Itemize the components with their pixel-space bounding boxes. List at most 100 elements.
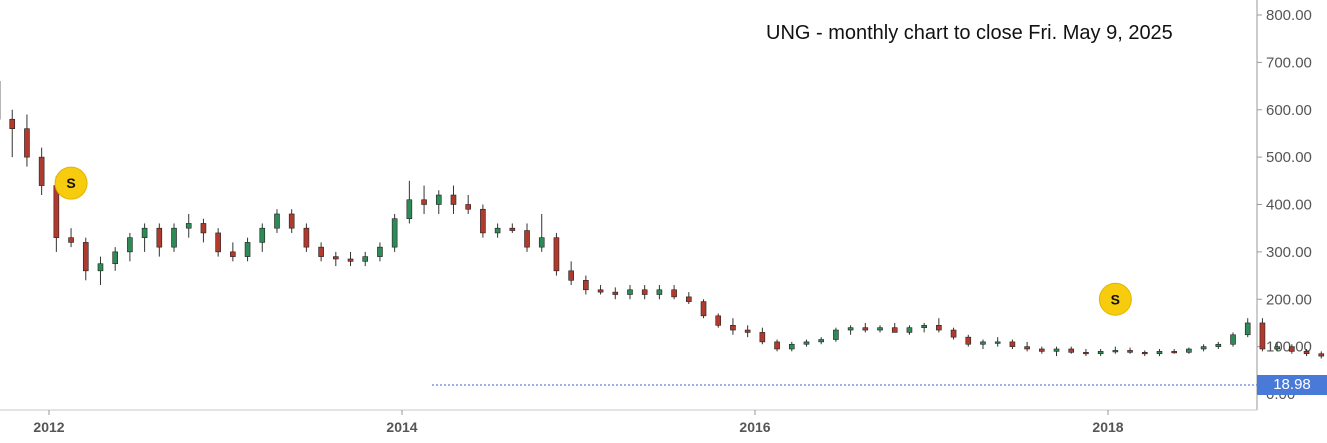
candle	[466, 195, 471, 214]
candle	[216, 228, 221, 256]
candle-body	[510, 228, 515, 230]
candle	[451, 186, 456, 214]
signal-markers: SSS	[55, 167, 1327, 376]
candle-body	[1142, 352, 1147, 354]
candle	[39, 148, 44, 195]
candle	[1083, 349, 1088, 356]
candle-body	[216, 233, 221, 252]
candle-body	[1319, 354, 1324, 356]
candle	[319, 242, 324, 261]
candle	[980, 340, 985, 349]
candle-body	[1157, 351, 1162, 353]
candle	[966, 335, 971, 347]
candle-body	[1275, 347, 1280, 349]
candle	[775, 340, 780, 352]
candle	[804, 340, 809, 347]
candle	[760, 328, 765, 345]
candle	[510, 223, 515, 232]
candle-body	[245, 242, 250, 256]
candle	[892, 323, 897, 332]
candle-body	[951, 330, 956, 337]
candle-body	[363, 257, 368, 262]
candle	[1025, 342, 1030, 351]
chart-title: UNG - monthly chart to close Fri. May 9,…	[766, 22, 1173, 45]
candle-body	[760, 332, 765, 341]
y-tick-label: 800.00	[1266, 7, 1312, 24]
candle-body	[436, 195, 441, 204]
candle	[495, 223, 500, 237]
candle	[127, 233, 132, 261]
candle-body	[1113, 350, 1118, 352]
candle	[1260, 318, 1265, 351]
candle	[1186, 348, 1191, 354]
candle	[348, 252, 353, 266]
candle	[1054, 347, 1059, 356]
candle	[1113, 347, 1118, 354]
candle-body	[69, 238, 74, 243]
candle	[819, 337, 824, 344]
candle	[951, 328, 956, 340]
candle	[878, 325, 883, 332]
candle	[1245, 318, 1250, 337]
candle	[186, 214, 191, 238]
candle-body	[348, 259, 353, 261]
candle-body	[716, 316, 721, 325]
candle-body	[1260, 323, 1265, 349]
candle-body	[789, 344, 794, 349]
candle	[627, 285, 632, 299]
candle	[289, 209, 294, 233]
candle	[407, 181, 412, 224]
candle-body	[127, 238, 132, 252]
candle	[657, 285, 662, 299]
candle	[436, 190, 441, 214]
candle-body	[995, 342, 1000, 344]
last-price-label: 18.98	[1257, 375, 1327, 395]
candle-body	[495, 228, 500, 233]
candle-body	[525, 231, 530, 248]
x-tick-label: 2012	[33, 419, 64, 435]
candle	[745, 325, 750, 337]
candle-body	[1231, 335, 1236, 344]
candle-body	[113, 252, 118, 264]
candle-body	[569, 271, 574, 280]
candle	[730, 318, 735, 335]
candle	[1201, 344, 1206, 351]
candle	[922, 323, 927, 332]
candle-body	[157, 228, 162, 247]
candle-body	[539, 238, 544, 247]
candle	[1157, 349, 1162, 356]
candle	[789, 342, 794, 351]
candle	[83, 238, 88, 281]
candle-body	[289, 214, 294, 228]
candle-body	[98, 264, 103, 271]
candle	[554, 233, 559, 276]
candle-body	[833, 330, 838, 339]
candle-body	[686, 297, 691, 302]
candle-body	[598, 290, 603, 292]
candle-body	[83, 242, 88, 270]
candle	[98, 257, 103, 285]
candle	[716, 313, 721, 327]
candle-body	[201, 223, 206, 232]
candle-body	[966, 337, 971, 344]
candle-body	[333, 257, 338, 259]
candle	[480, 205, 485, 238]
candle	[1010, 340, 1015, 349]
candle	[157, 223, 162, 256]
candle-body	[1128, 350, 1133, 352]
candle	[539, 214, 544, 252]
candle-body	[1025, 347, 1030, 349]
candle	[995, 337, 1000, 346]
candle	[613, 287, 618, 299]
candle-body	[1039, 349, 1044, 351]
candle-body	[422, 200, 427, 205]
candle-body	[1304, 351, 1309, 353]
candle-body	[583, 280, 588, 289]
signal-label: S	[1111, 291, 1120, 307]
candle-body	[892, 328, 897, 333]
candle-body	[730, 325, 735, 330]
candle-body	[142, 228, 147, 237]
candle	[113, 247, 118, 271]
candle	[24, 114, 29, 166]
